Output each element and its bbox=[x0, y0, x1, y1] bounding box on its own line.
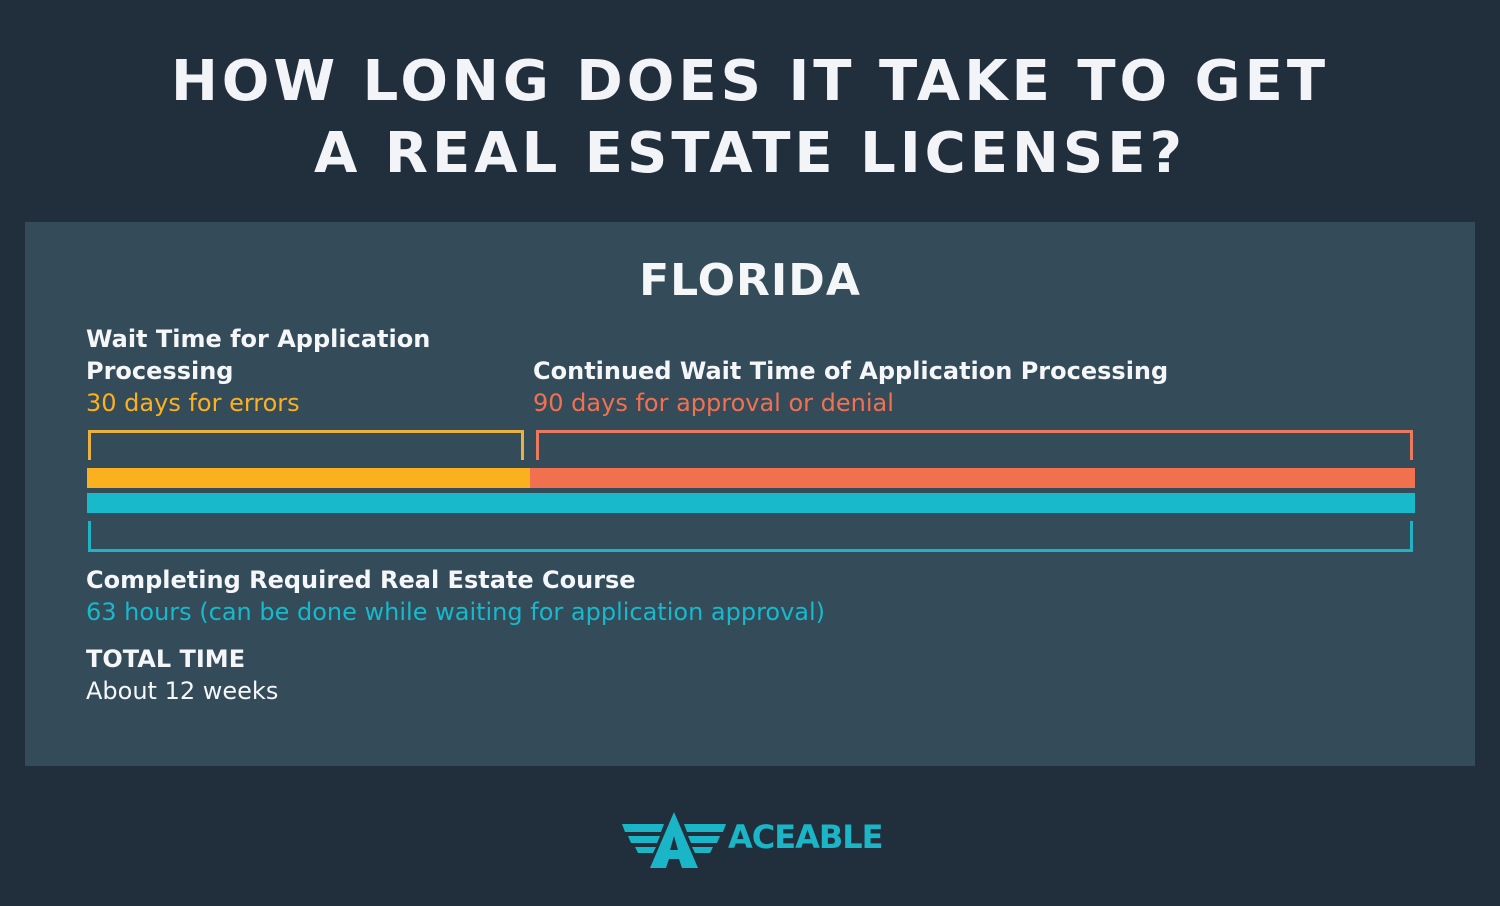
segment2-bar bbox=[530, 468, 1415, 488]
segment1-bracket bbox=[88, 430, 524, 460]
title-line-1: HOW LONG DOES IT TAKE TO GET bbox=[170, 49, 1330, 114]
segment1-label-line1: Wait Time for Application bbox=[86, 325, 431, 353]
aceable-logo: ACEABLE bbox=[622, 812, 884, 870]
course-bracket bbox=[88, 521, 1413, 552]
total-text: TOTAL TIME About 12 weeks bbox=[86, 643, 278, 707]
title-line-2: A REAL ESTATE LICENSE? bbox=[314, 121, 1186, 186]
winged-a-logo-icon bbox=[622, 812, 726, 868]
total-value: About 12 weeks bbox=[86, 677, 279, 705]
segment1-text: Wait Time for Application Processing 30 … bbox=[86, 323, 430, 419]
segment1-label-line2: Processing bbox=[86, 357, 234, 385]
segment1-bar bbox=[87, 468, 530, 488]
segment1-detail: 30 days for errors bbox=[86, 389, 300, 417]
course-label: Completing Required Real Estate Course bbox=[86, 566, 636, 594]
segment2-detail: 90 days for approval or denial bbox=[533, 389, 894, 417]
segment2-bracket bbox=[536, 430, 1413, 460]
page-title: HOW LONG DOES IT TAKE TO GET A REAL ESTA… bbox=[0, 46, 1500, 190]
segment2-label: Continued Wait Time of Application Proce… bbox=[533, 357, 1169, 385]
state-heading: FLORIDA bbox=[639, 255, 861, 306]
course-detail: 63 hours (can be done while waiting for … bbox=[86, 598, 826, 626]
total-label: TOTAL TIME bbox=[86, 645, 246, 673]
course-bar bbox=[87, 493, 1415, 513]
course-text: Completing Required Real Estate Course 6… bbox=[86, 564, 825, 628]
segment2-text: Continued Wait Time of Application Proce… bbox=[533, 355, 1168, 419]
logo-text: ACEABLE bbox=[728, 818, 884, 856]
